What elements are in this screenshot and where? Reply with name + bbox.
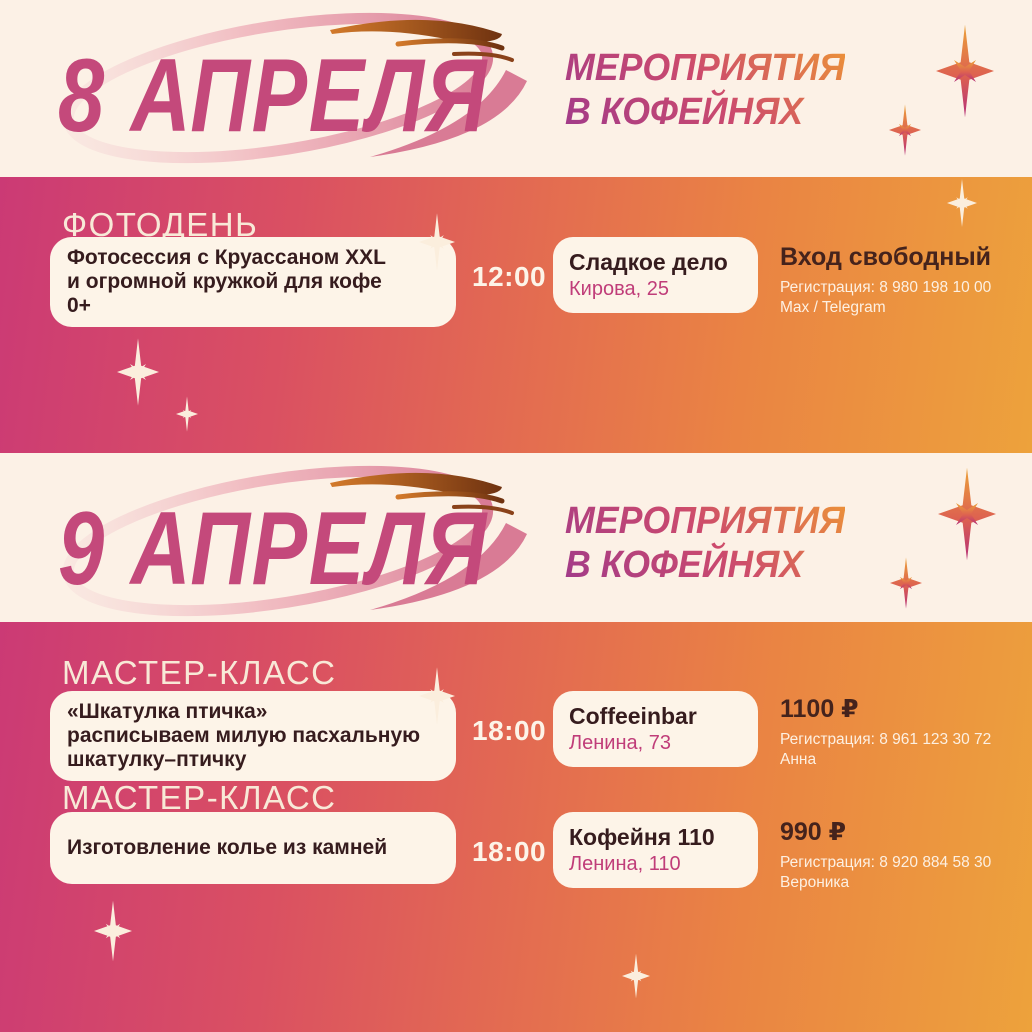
event-info: Вход свободный Регистрация: 8 980 198 10… xyxy=(780,243,991,317)
registration-phone: Регистрация: 8 961 123 30 72 xyxy=(780,731,992,748)
day1-header: 8 АПРЕЛЯ МЕРОПРИЯТИЯ В КОФЕЙНЯХ xyxy=(0,0,1032,177)
sparkle-icon xyxy=(947,177,977,229)
event-time: 12:00 xyxy=(472,261,547,292)
event-description-card: Фотосессия с Круассаном XXL и огромной к… xyxy=(50,237,456,327)
event-category: ФОТОДЕНЬ xyxy=(62,206,259,243)
sparkle-icon xyxy=(936,22,994,120)
sparkle-icon xyxy=(117,337,159,407)
registration-phone: Регистрация: 8 920 884 58 30 xyxy=(780,854,992,871)
day1-date-title: 8 АПРЕЛЯ xyxy=(58,38,488,154)
tagline-line2: В КОФЕЙНЯХ xyxy=(565,544,804,586)
event-price: 990 ₽ xyxy=(780,818,847,846)
tagline-line1: МЕРОПРИЯТИЯ xyxy=(565,500,845,542)
venue-address: Кирова, 25 xyxy=(569,278,669,300)
venue-address: Ленина, 110 xyxy=(569,853,681,875)
sparkle-icon xyxy=(889,104,921,156)
day1-band: ФОТОДЕНЬ Фотосессия с Круассаном XXL и о… xyxy=(0,177,1032,453)
venue-address: Ленина, 73 xyxy=(569,732,671,754)
event-description-card: «Шкатулка птичка» расписываем милую пасх… xyxy=(50,691,456,781)
venue-card: Coffeeinbar Ленина, 73 xyxy=(553,691,758,767)
registration-phone: Регистрация: 8 980 198 10 00 xyxy=(780,279,992,296)
venue-card: Кофейня 110 Ленина, 110 xyxy=(553,812,758,888)
venue-name: Кофейня 110 xyxy=(569,824,715,850)
sparkle-icon xyxy=(419,213,455,271)
day2-date-title: 9 АПРЕЛЯ xyxy=(58,491,488,607)
event-time: 18:00 xyxy=(472,836,547,867)
tagline-line1: МЕРОПРИЯТИЯ xyxy=(565,47,845,89)
event-price: Вход свободный xyxy=(780,243,992,271)
registration-contact: Вероника xyxy=(780,874,850,891)
day2-band: МАСТЕР-КЛАСС «Шкатулка птичка» расписыва… xyxy=(0,622,1032,1032)
day2-header: 9 АПРЕЛЯ МЕРОПРИЯТИЯ В КОФЕЙНЯХ xyxy=(0,453,1032,622)
event-price: 1100 ₽ xyxy=(780,695,859,723)
event-info: 1100 ₽ Регистрация: 8 961 123 30 72 Анна xyxy=(780,695,991,769)
event-time: 18:00 xyxy=(472,715,547,746)
event-category: МАСТЕР-КЛАСС xyxy=(62,654,337,691)
sparkle-icon xyxy=(419,667,455,725)
sparkle-icon xyxy=(94,900,132,962)
venue-name: Сладкое дело xyxy=(569,249,728,275)
sparkle-icon xyxy=(938,465,996,563)
registration-contact: Анна xyxy=(780,751,817,768)
registration-contact: Max / Telegram xyxy=(780,299,886,316)
venue-name: Coffeeinbar xyxy=(569,703,697,729)
venue-card: Сладкое дело Кирова, 25 xyxy=(553,237,758,313)
event-info: 990 ₽ Регистрация: 8 920 884 58 30 Верон… xyxy=(780,818,991,892)
tagline-line2: В КОФЕЙНЯХ xyxy=(565,91,804,133)
day1-tagline: МЕРОПРИЯТИЯ В КОФЕЙНЯХ xyxy=(565,46,845,134)
event-category: МАСТЕР-КЛАСС xyxy=(62,779,337,816)
day2-tagline: МЕРОПРИЯТИЯ В КОФЕЙНЯХ xyxy=(565,499,845,587)
event-description-card: Изготовление колье из камней xyxy=(50,812,456,884)
sparkle-icon xyxy=(176,395,198,433)
sparkle-icon xyxy=(622,952,650,1000)
sparkle-icon xyxy=(890,557,922,609)
